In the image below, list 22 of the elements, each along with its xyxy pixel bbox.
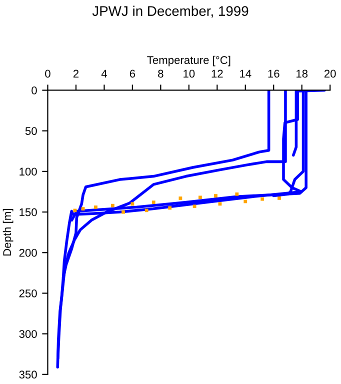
- y-tick-label: 300: [19, 330, 37, 338]
- x-tick-label: 4: [101, 70, 107, 78]
- x-tick-label: 20: [324, 70, 336, 78]
- x-tick-label: 14: [240, 70, 252, 78]
- y-tick-label: 50: [25, 127, 37, 135]
- x-tick-label: 16: [268, 70, 280, 78]
- x-tick-label: 8: [158, 70, 164, 78]
- chart-title: JPWJ in December, 1999: [92, 6, 248, 18]
- y-tick-label: 100: [20, 168, 37, 176]
- x-tick-label: 6: [130, 70, 136, 78]
- x-tick-label: 12: [212, 70, 223, 78]
- y-tick-label: 350: [19, 370, 37, 379]
- y-tick-label: 0: [32, 86, 37, 94]
- y-axis-title: Depth [m]: [2, 209, 14, 256]
- x-axis-title: Temperature [°C]: [147, 56, 230, 66]
- y-tick-label: 200: [19, 248, 37, 257]
- x-tick-label: 18: [296, 70, 308, 78]
- x-tick-label: 10: [184, 70, 195, 78]
- x-tick-label: 2: [73, 70, 79, 78]
- x-tick-label: 0: [45, 70, 50, 78]
- y-tick-label: 150: [20, 208, 37, 216]
- y-tick-label: 250: [19, 289, 37, 298]
